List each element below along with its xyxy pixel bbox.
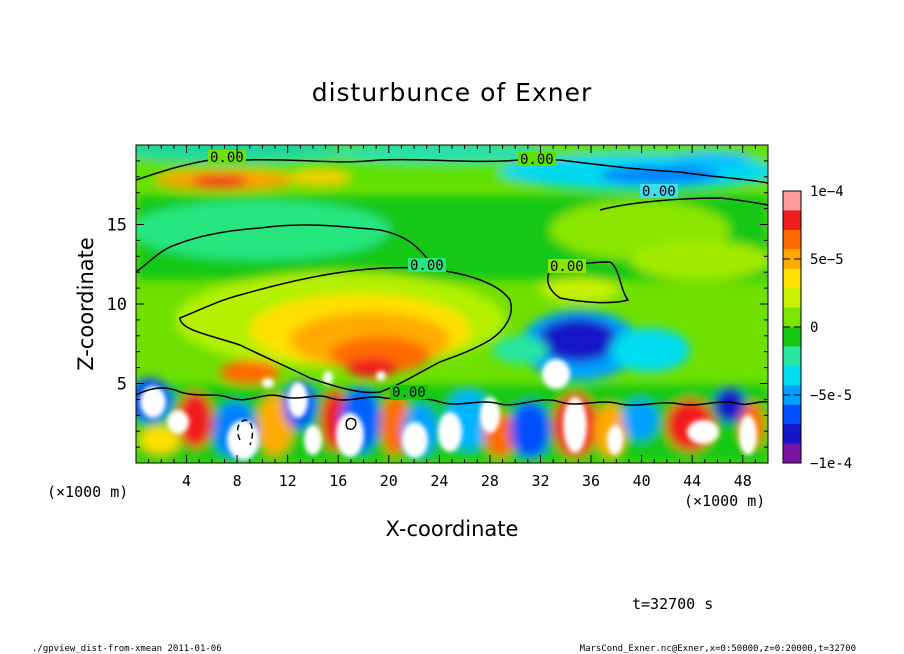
- colorbar-swatch: [783, 365, 801, 386]
- colorbar-tick-label: 5e−5: [810, 252, 844, 268]
- colorbar-tick-label: −5e-5: [810, 388, 852, 404]
- x-tick-label: 4: [182, 472, 191, 490]
- contour-label: 0.00: [642, 184, 676, 200]
- time-label: t=32700 s: [632, 595, 713, 613]
- x-axis-ticks: 4 8 12 16 20 24 28 32 36 40 44 48: [148, 145, 756, 490]
- colorbar-swatch: [783, 404, 801, 425]
- colorbar-swatch: [783, 307, 801, 328]
- x-tick-label: 28: [481, 472, 499, 490]
- contour-label: 0.00: [410, 258, 444, 274]
- x-axis-title: X-coordinate: [386, 517, 519, 541]
- colorbar-swatch: [783, 191, 801, 211]
- z-tick-label: 15: [107, 216, 127, 236]
- colorbar-swatch: [783, 346, 801, 367]
- colorbar-swatch: [783, 385, 801, 406]
- z-tick-label: 10: [107, 295, 127, 315]
- x-tick-label: 48: [734, 472, 752, 490]
- colorbar-tick-label: 1e−4: [810, 184, 844, 200]
- colorbar-tick-label: −1e-4: [810, 456, 852, 472]
- colorbar-swatch: [783, 210, 801, 231]
- x-tick-label: 12: [279, 472, 297, 490]
- colorbar-swatch: [783, 288, 801, 309]
- x-tick-label: 40: [633, 472, 651, 490]
- contour-label: 0.00: [210, 150, 244, 166]
- x-tick-label: 44: [683, 472, 701, 490]
- x-tick-label: 24: [430, 472, 448, 490]
- colorbar: 1e−4 5e−5 0 −5e-5 −1e-4: [782, 184, 852, 472]
- x-tick-label: 36: [582, 472, 600, 490]
- colorbar-tick-label: 0: [810, 320, 818, 336]
- x-unit-label-left: (×1000 m): [47, 483, 128, 501]
- colorbar-swatch: [783, 443, 801, 464]
- colorbar-swatch: [783, 268, 801, 289]
- contour-label: 0.00: [520, 152, 554, 168]
- contour-label: 0.00: [392, 385, 426, 401]
- x-tick-label: 8: [233, 472, 242, 490]
- colorbar-swatch: [783, 327, 801, 347]
- heatmap-field: 0.00 0.00 0.00 0.00 0.00 0.00: [136, 145, 768, 463]
- x-tick-label: 16: [329, 472, 347, 490]
- colorbar-swatch: [783, 424, 801, 445]
- x-tick-label: 32: [531, 472, 549, 490]
- colorbar-swatch: [783, 249, 801, 270]
- colorbar-swatch: [783, 229, 801, 250]
- footer-left: ./gpview_dist-from-xmean 2011-01-06: [32, 644, 222, 654]
- contour-label: 0.00: [550, 259, 584, 275]
- z-tick-label: 5: [117, 375, 127, 395]
- x-tick-label: 20: [380, 472, 398, 490]
- x-unit-label-right: (×1000 m): [684, 492, 765, 510]
- footer-right: MarsCond_Exner.nc@Exner,x=0:50000,z=0:20…: [580, 644, 856, 654]
- z-axis-ticks: 5 10 15: [107, 160, 768, 448]
- chart-title: disturbunce of Exner: [312, 78, 593, 107]
- y-axis-title: Z-coordinate: [74, 237, 98, 371]
- contour-labels: 0.00 0.00 0.00 0.00 0.00 0.00: [208, 150, 678, 401]
